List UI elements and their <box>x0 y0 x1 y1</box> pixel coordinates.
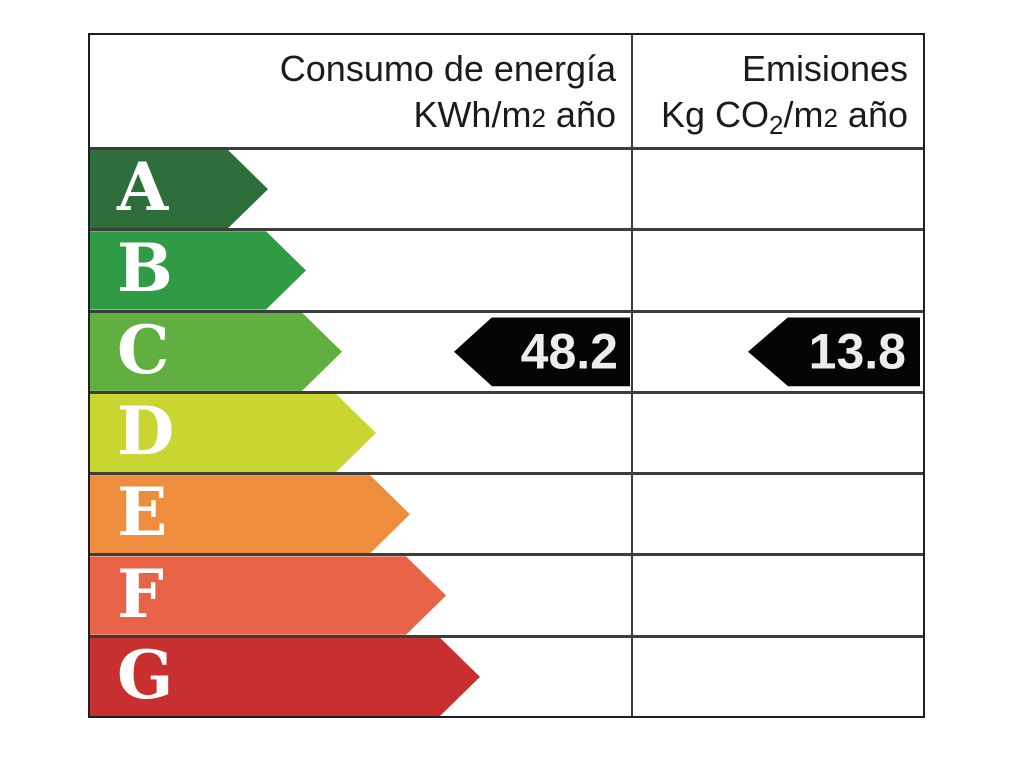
rating-bar-f: F <box>90 556 446 634</box>
rating-bar-c: C <box>90 313 342 391</box>
header-emissions: Emisiones Kg CO2/m2 año <box>631 35 923 147</box>
emissions-units: Kg CO2/m2 año <box>660 94 908 140</box>
rating-row-c: C 48.2 13.8 <box>90 309 923 391</box>
emissions-cell-c: 13.8 <box>631 312 923 391</box>
rating-cell-f: F <box>90 556 631 634</box>
rating-bar-g: G <box>90 638 480 716</box>
rating-cell-c: C 48.2 <box>90 313 631 391</box>
rating-cell-g: G <box>90 638 631 716</box>
rating-letter-f: F <box>117 554 164 633</box>
emissions-cell-g <box>631 637 923 716</box>
rating-letter-g: G <box>117 635 174 714</box>
rating-row-f: F <box>90 553 923 635</box>
rating-bar-a: A <box>90 150 268 228</box>
rating-bar-e: E <box>90 475 410 553</box>
table-header: Consumo de energía KWh/m2 año Emisiones … <box>90 35 923 147</box>
rating-row-d: D <box>90 390 923 473</box>
rating-row-g: G <box>90 634 923 716</box>
emissions-cell-a <box>631 150 923 229</box>
consumption-title: Consumo de energía <box>279 48 616 89</box>
emissions-cell-f <box>631 556 923 635</box>
rating-letter-d: D <box>117 391 175 470</box>
rating-row-e: E <box>90 472 923 554</box>
emissions-value: 13.8 <box>808 323 906 380</box>
consumption-units: KWh/m2 año <box>413 94 616 135</box>
rating-row-a: A <box>90 147 923 229</box>
consumption-value-arrow: 48.2 <box>454 317 630 387</box>
rating-cell-a: A <box>90 150 631 228</box>
rating-cell-d: D <box>90 394 631 472</box>
header-consumption: Consumo de energía KWh/m2 año <box>90 35 631 147</box>
rating-cell-b: B <box>90 231 631 309</box>
emissions-cell-b <box>631 231 923 310</box>
rating-letter-c: C <box>117 310 170 389</box>
rating-bar-d: D <box>90 394 376 472</box>
emissions-value-arrow: 13.8 <box>748 317 920 387</box>
rating-letter-b: B <box>117 229 173 308</box>
rating-bar-b: B <box>90 231 306 309</box>
emissions-cell-d <box>631 393 923 473</box>
rating-letter-e: E <box>117 473 168 552</box>
rating-cell-e: E <box>90 475 631 553</box>
emissions-title: Emisiones <box>741 48 908 89</box>
emissions-cell-e <box>631 475 923 554</box>
rating-letter-a: A <box>117 148 169 227</box>
rating-table: Consumo de energía KWh/m2 año Emisiones … <box>88 33 925 718</box>
consumption-value: 48.2 <box>520 323 618 380</box>
rating-row-b: B <box>90 228 923 310</box>
